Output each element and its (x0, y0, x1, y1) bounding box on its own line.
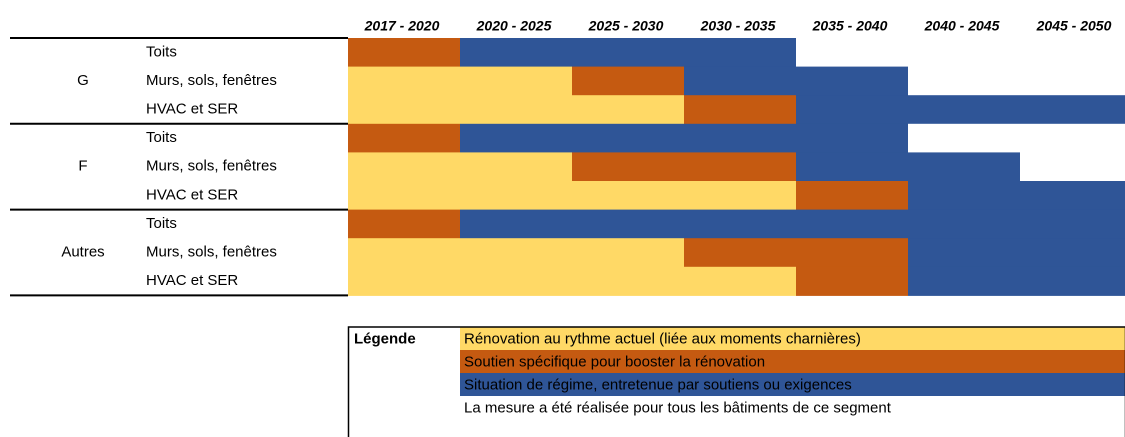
period-header: 2040 - 2045 (924, 18, 1000, 34)
timeline-cell (908, 38, 1020, 68)
timeline-cell (1020, 66, 1125, 96)
timeline-cell (908, 66, 1020, 96)
timeline-cell (684, 238, 796, 268)
timeline-cell (796, 66, 908, 96)
timeline-cell (684, 152, 796, 182)
timeline-cell (684, 123, 796, 153)
timeline-cell (796, 38, 908, 68)
timeline-cell (1020, 181, 1125, 211)
timeline-cell (460, 123, 572, 153)
legend-label: Soutien spécifique pour booster la rénov… (464, 353, 765, 370)
timeline-cell (460, 181, 572, 211)
timeline-cell (908, 209, 1020, 239)
timeline-cell (684, 266, 796, 296)
row-label: Murs, sols, fenêtres (146, 72, 277, 89)
group-label: F (78, 158, 87, 175)
timeline-cell (1020, 123, 1125, 153)
timeline-cell (796, 238, 908, 268)
timeline-cell (348, 152, 460, 182)
timeline-cell (348, 38, 460, 68)
timeline-cell (1020, 266, 1125, 296)
period-header: 2017 - 2020 (364, 18, 440, 34)
timeline-cell (572, 38, 684, 68)
legend-label: Rénovation au rythme actuel (liée aux mo… (464, 330, 861, 347)
timeline-cell (684, 66, 796, 96)
group-label: G (77, 72, 89, 89)
timeline-cell (908, 238, 1020, 268)
timeline-cell (460, 238, 572, 268)
legend-frame (347, 326, 1125, 437)
row-label: HVAC et SER (146, 100, 238, 117)
timeline-cell (348, 266, 460, 296)
row-label: Toits (146, 43, 177, 60)
legend-swatch (460, 373, 1125, 396)
timeline-cell (348, 181, 460, 211)
legend-swatch (460, 327, 1125, 350)
timeline-cell (684, 38, 796, 68)
timeline-cell (684, 209, 796, 239)
timeline-cell (572, 123, 684, 153)
timeline-cell (572, 266, 684, 296)
period-header: 2035 - 2040 (812, 18, 888, 34)
row-label: Murs, sols, fenêtres (146, 158, 277, 175)
timeline-cell (796, 181, 908, 211)
timeline-cell (908, 181, 1020, 211)
timeline-cell (908, 152, 1020, 182)
timeline-cell (1020, 38, 1125, 68)
row-label: HVAC et SER (146, 272, 238, 289)
row-label: HVAC et SER (146, 186, 238, 203)
timeline-cell (460, 66, 572, 96)
timeline-cell (460, 95, 572, 125)
timeline-cell (348, 209, 460, 239)
row-label: Murs, sols, fenêtres (146, 243, 277, 260)
timeline-cell (684, 181, 796, 211)
timeline-cell (572, 95, 684, 125)
timeline-cell (460, 266, 572, 296)
timeline-cell (908, 123, 1020, 153)
group-label: Autres (61, 243, 104, 260)
timeline-cell (572, 152, 684, 182)
timeline-cell (460, 209, 572, 239)
timeline-cell (1020, 209, 1125, 239)
timeline-cell (572, 209, 684, 239)
timeline-cell (796, 95, 908, 125)
timeline-cell (348, 66, 460, 96)
legend-swatch (460, 396, 1125, 419)
timeline-cell (572, 66, 684, 96)
period-header: 2045 - 2050 (1036, 18, 1112, 34)
timeline-cell (1020, 238, 1125, 268)
legend-label: Situation de régime, entretenue par sout… (464, 376, 852, 393)
legend-title: Légende (354, 330, 416, 347)
period-header: 2020 - 2025 (476, 18, 552, 34)
timeline-cell (796, 209, 908, 239)
timeline-cell (348, 123, 460, 153)
timeline-cell (348, 238, 460, 268)
row-label: Toits (146, 215, 177, 232)
timeline-cell (684, 95, 796, 125)
timeline-cell (572, 238, 684, 268)
timeline-cell (908, 266, 1020, 296)
period-header: 2025 - 2030 (588, 18, 664, 34)
timeline-cell (460, 152, 572, 182)
timeline-cell (460, 38, 572, 68)
timeline-cell (1020, 95, 1125, 125)
timeline-cell (908, 95, 1020, 125)
timeline-cell (348, 95, 460, 125)
legend-label: La mesure a été réalisée pour tous les b… (464, 399, 892, 416)
timeline-cell (1020, 152, 1125, 182)
period-header: 2030 - 2035 (700, 18, 776, 34)
legend-swatch (460, 350, 1125, 373)
timeline-cell (796, 123, 908, 153)
timeline-cell (796, 266, 908, 296)
timeline-cell (796, 152, 908, 182)
timeline-cell (572, 181, 684, 211)
row-label: Toits (146, 129, 177, 146)
